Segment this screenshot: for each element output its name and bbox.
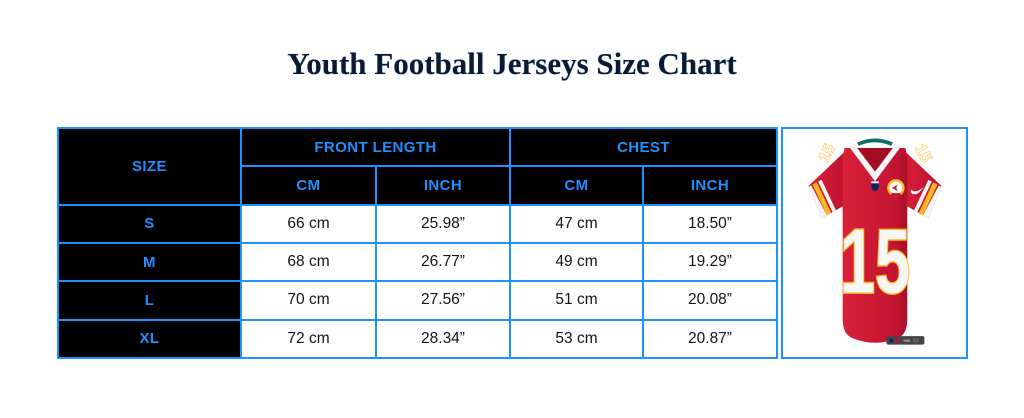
cell-front-inch: 27.56” <box>375 280 511 321</box>
cell-chest-inch: 19.29” <box>642 241 778 283</box>
size-chart-table: SIZE FRONT LENGTH CHEST CM INCH CM INCH … <box>57 126 778 360</box>
nfl-shield-icon <box>870 181 879 192</box>
table-row: S 66 cm 25.98” 47 cm 18.50” <box>57 203 778 244</box>
side-shading <box>899 153 907 338</box>
size-chart-area: SIZE FRONT LENGTH CHEST CM INCH CM INCH … <box>57 126 968 360</box>
jock-tag <box>885 336 924 345</box>
cell-front-cm: 70 cm <box>240 280 377 321</box>
size-label-xl: XL <box>57 318 242 360</box>
team-patch-icon <box>886 179 905 197</box>
col-header-front-cm: CM <box>240 165 377 206</box>
size-label-l: L <box>57 280 242 321</box>
cell-chest-inch: 18.50” <box>642 203 778 244</box>
jersey-torso <box>842 148 907 343</box>
table-row: M 68 cm 26.77” 49 cm 19.29” <box>57 241 778 283</box>
size-label-s: S <box>57 203 242 244</box>
jersey-illustration: 15 15 15 <box>808 138 941 345</box>
col-header-front-inch: INCH <box>375 165 511 206</box>
cell-chest-cm: 47 cm <box>509 203 644 244</box>
cell-chest-cm: 53 cm <box>509 318 644 360</box>
cell-front-cm: 72 cm <box>240 318 377 360</box>
jersey-front-number: 15 <box>839 210 909 312</box>
page-title: Youth Football Jerseys Size Chart <box>287 46 737 81</box>
col-header-chest-inch: INCH <box>642 165 778 206</box>
cell-chest-inch: 20.87” <box>642 318 778 360</box>
v-neck-trim <box>848 143 901 182</box>
col-header-chest-cm: CM <box>509 165 644 206</box>
cell-front-inch: 28.34” <box>375 318 511 360</box>
cell-chest-inch: 20.08” <box>642 280 778 321</box>
cell-chest-cm: 51 cm <box>509 280 644 321</box>
header-row-groups: SIZE FRONT LENGTH CHEST <box>57 126 778 206</box>
col-header-front-length: FRONT LENGTH <box>240 126 511 168</box>
cell-front-inch: 26.77” <box>375 241 511 283</box>
col-header-size: SIZE <box>57 127 242 206</box>
inner-collar <box>856 138 893 146</box>
collar-insert <box>853 148 896 173</box>
cell-front-inch: 25.98” <box>375 203 511 244</box>
nike-swoosh-icon <box>910 186 923 195</box>
cell-front-cm: 68 cm <box>240 241 377 283</box>
col-header-chest: CHEST <box>509 126 778 168</box>
table-row: XL 72 cm 28.34” 53 cm 20.87” <box>57 318 778 360</box>
jersey-image-cell: 15 15 15 <box>781 127 968 359</box>
cell-front-cm: 66 cm <box>240 203 377 244</box>
header-row-units: CM INCH CM INCH <box>58 165 778 206</box>
table-row: L 70 cm 27.56” 51 cm 20.08” <box>57 280 778 321</box>
size-label-m: M <box>57 241 242 283</box>
cell-chest-cm: 49 cm <box>509 241 644 283</box>
